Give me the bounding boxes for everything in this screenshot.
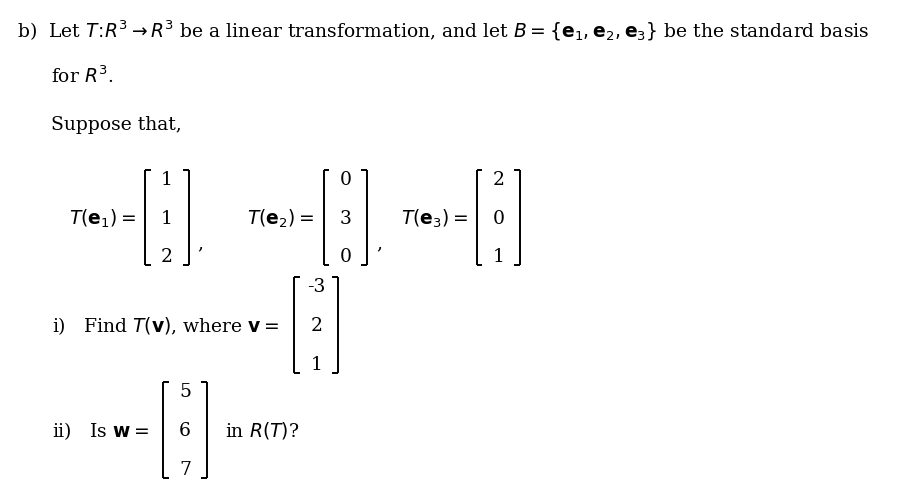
- Text: 1: 1: [310, 355, 323, 373]
- Text: i)   Find $T(\mathbf{v})$, where $\mathbf{v}=$: i) Find $T(\mathbf{v})$, where $\mathbf{…: [52, 314, 279, 336]
- Text: Suppose that,: Suppose that,: [51, 116, 182, 134]
- Text: ii)   Is $\mathbf{w} =$: ii) Is $\mathbf{w} =$: [52, 419, 150, 441]
- Text: 1: 1: [161, 209, 173, 227]
- Text: 7: 7: [179, 460, 191, 478]
- Text: 3: 3: [340, 209, 351, 227]
- Text: $T(\mathbf{e}_3) =$: $T(\mathbf{e}_3) =$: [401, 207, 468, 229]
- Text: 2: 2: [160, 248, 173, 266]
- Text: 0: 0: [340, 170, 351, 188]
- Text: 6: 6: [179, 421, 191, 439]
- Text: ,: ,: [376, 234, 382, 252]
- Text: b)  Let $T\!:\!R^3 \rightarrow R^3$ be a linear transformation, and let $B = \{\: b) Let $T\!:\!R^3 \rightarrow R^3$ be a …: [17, 19, 869, 43]
- Text: ,: ,: [197, 234, 204, 252]
- Text: 1: 1: [493, 248, 505, 266]
- Text: 2: 2: [493, 170, 505, 188]
- Text: 0: 0: [340, 248, 351, 266]
- Text: for $R^3$.: for $R^3$.: [51, 65, 114, 87]
- Text: -3: -3: [307, 278, 325, 296]
- Text: 1: 1: [161, 170, 173, 188]
- Text: in $R(T)$?: in $R(T)$?: [225, 419, 299, 440]
- Text: 2: 2: [310, 316, 323, 334]
- Text: 5: 5: [179, 382, 191, 400]
- Text: $T(\mathbf{e}_1) =$: $T(\mathbf{e}_1) =$: [68, 207, 136, 229]
- Text: 0: 0: [493, 209, 505, 227]
- Text: $T(\mathbf{e}_2) =$: $T(\mathbf{e}_2) =$: [248, 207, 314, 229]
